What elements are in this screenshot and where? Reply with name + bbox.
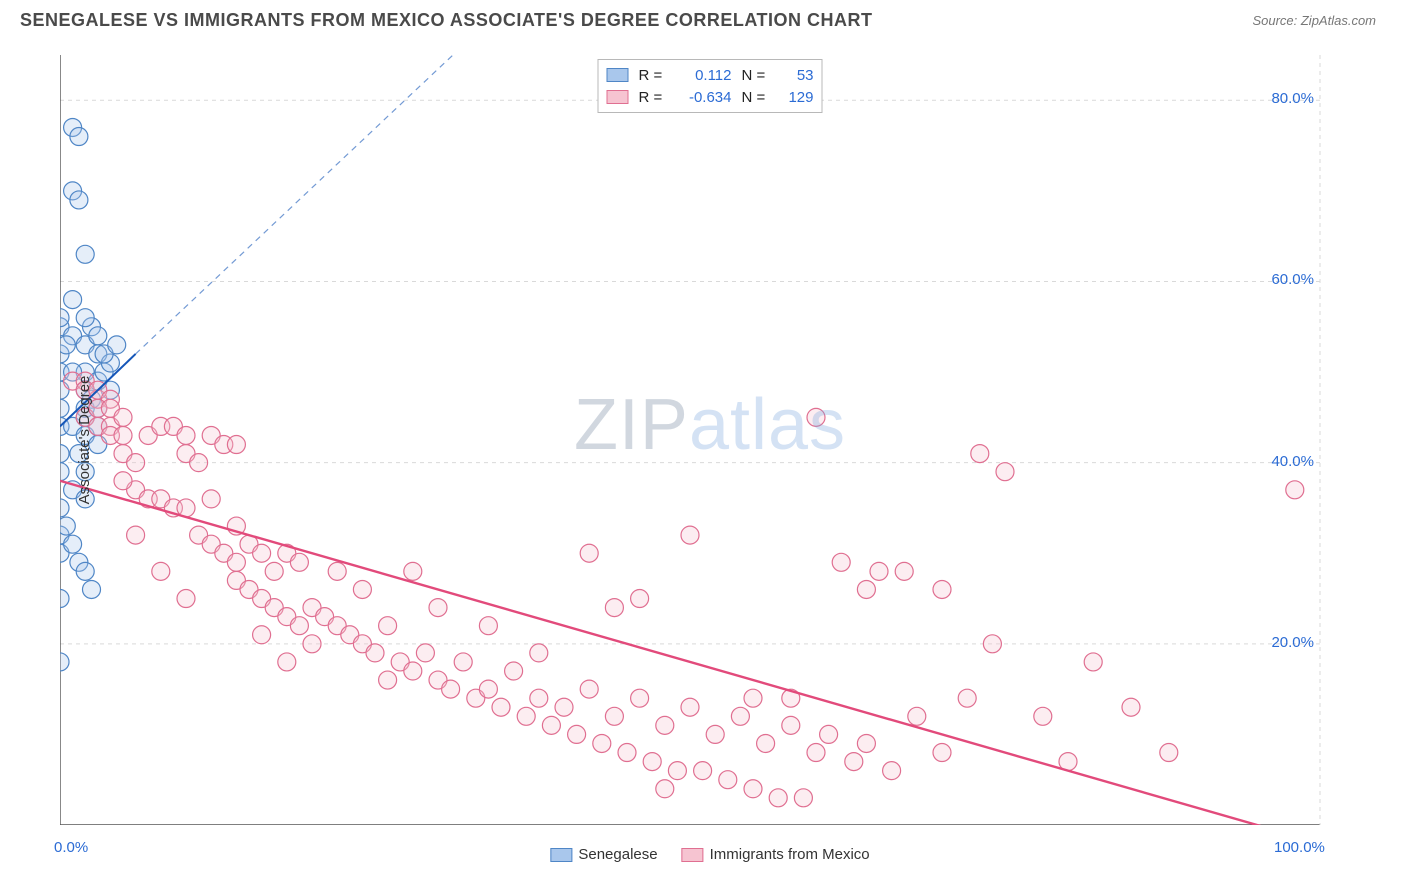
legend-swatch xyxy=(682,848,704,862)
y-tick-label: 40.0% xyxy=(1271,453,1314,470)
legend-item: Senegalese xyxy=(550,846,657,863)
legend-label: Immigrants from Mexico xyxy=(710,846,870,863)
legend-item: Immigrants from Mexico xyxy=(682,846,870,863)
legend-r-value: -0.634 xyxy=(677,89,732,106)
legend-n-value: 53 xyxy=(780,67,814,84)
y-tick-label: 60.0% xyxy=(1271,271,1314,288)
legend-r-value: 0.112 xyxy=(677,67,732,84)
y-tick-label: 80.0% xyxy=(1271,90,1314,107)
x-tick-label: 0.0% xyxy=(54,839,88,856)
plot-area: Associate's Degree ZIPatlas R =0.112N =5… xyxy=(60,55,1360,825)
chart-title: SENEGALESE VS IMMIGRANTS FROM MEXICO ASS… xyxy=(20,10,873,31)
legend-n-label: N = xyxy=(742,89,770,106)
y-axis-label: Associate's Degree xyxy=(76,376,93,505)
legend-label: Senegalese xyxy=(578,846,657,863)
legend-n-label: N = xyxy=(742,67,770,84)
y-tick-label: 20.0% xyxy=(1271,634,1314,651)
scatter-chart xyxy=(60,55,1360,825)
legend-r-label: R = xyxy=(639,67,667,84)
legend-r-label: R = xyxy=(639,89,667,106)
x-tick-label: 100.0% xyxy=(1274,839,1325,856)
legend-row: R = -0.634 N = 129 xyxy=(607,86,814,108)
legend-swatch xyxy=(607,68,629,82)
header: SENEGALESE VS IMMIGRANTS FROM MEXICO ASS… xyxy=(0,0,1406,37)
legend-row: R = 0.112 N = 53 xyxy=(607,64,814,86)
legend-correlation: R = 0.112 N = 53 R = -0.634 N = 129 xyxy=(598,59,823,113)
legend-series: Senegalese Immigrants from Mexico xyxy=(550,846,869,863)
legend-n-value: 129 xyxy=(780,89,814,106)
legend-swatch xyxy=(607,90,629,104)
legend-swatch xyxy=(550,848,572,862)
source-label: Source: ZipAtlas.com xyxy=(1252,13,1376,28)
